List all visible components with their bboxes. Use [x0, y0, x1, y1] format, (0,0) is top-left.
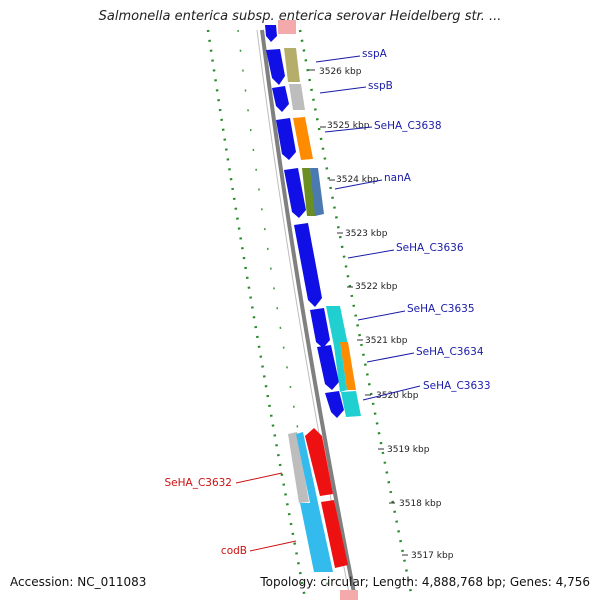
feature-grey [288, 432, 309, 503]
gene-label-SeHA_C3636: SeHA_C3636 [396, 242, 464, 254]
tick-label: 3522 kbp [355, 282, 398, 292]
tick-label: 3521 kbp [365, 336, 408, 346]
reverse-cds [321, 500, 348, 568]
feature-SeHA_C3635 [326, 306, 348, 346]
feature-SeHA_C3634 [340, 342, 356, 390]
feature-SeHA_C3633 [341, 391, 361, 417]
forward-cds [272, 86, 289, 112]
tick-label: 3520 kbp [376, 391, 419, 401]
tick-label: 3525 kbp [327, 121, 370, 131]
feature-sspA [284, 48, 300, 82]
gene-label-SeHA_C3638: SeHA_C3638 [374, 120, 442, 132]
feature-track [284, 48, 361, 417]
feature-nanA [302, 168, 316, 216]
tick-marks [309, 69, 408, 556]
feature-nanA-side [310, 168, 324, 216]
gene-label-SeHA_C3634: SeHA_C3634 [416, 346, 484, 358]
forward-cds-track [265, 25, 344, 418]
gene-label-nanA: nanA [384, 172, 412, 184]
gene-label-SeHA_C3633: SeHA_C3633 [423, 380, 491, 392]
reverse-cds-track [288, 428, 348, 572]
accession-text: Accession: NC_011083 [10, 575, 147, 589]
map-title: Salmonella enterica subsp. enterica sero… [98, 9, 502, 24]
reverse-cds [305, 428, 333, 496]
partial-feature-bottom [340, 590, 358, 600]
forward-cds [294, 223, 322, 307]
tick-label: 3519 kbp [387, 445, 430, 455]
feature-sspB [289, 84, 305, 110]
tick-label: 3524 kbp [336, 175, 379, 185]
feature-SeHA_C3634-bg [334, 342, 347, 392]
forward-cds [284, 168, 306, 218]
feature-cyan-lower [300, 503, 333, 572]
feature-SeHA_C3638 [293, 117, 313, 160]
gene-label-sspA: sspA [362, 48, 388, 60]
backbone-circle [260, 29, 357, 599]
tick-label: 3518 kbp [399, 499, 442, 509]
forward-cds [265, 25, 277, 42]
forward-cds [325, 391, 344, 418]
gene-label-SeHA_C3635: SeHA_C3635 [407, 303, 475, 315]
forward-cds [317, 345, 339, 390]
gene-label-sspB: sspB [368, 80, 393, 92]
tick-label: 3526 kbp [319, 67, 362, 77]
feature-cyan [296, 432, 318, 503]
forward-cds [310, 308, 330, 348]
tick-label: 3517 kbp [411, 551, 454, 561]
forward-cds [276, 118, 296, 160]
partial-feature-top [278, 20, 296, 34]
topology-text: Topology: circular; Length: 4,888,768 bp… [260, 575, 590, 589]
gc-skew-track [206, 29, 414, 599]
forward-cds [266, 49, 285, 85]
tick-label: 3523 kbp [345, 229, 388, 239]
gene-label-SeHA_C3632: SeHA_C3632 [164, 477, 232, 489]
gene-label-codB: codB [221, 545, 247, 557]
